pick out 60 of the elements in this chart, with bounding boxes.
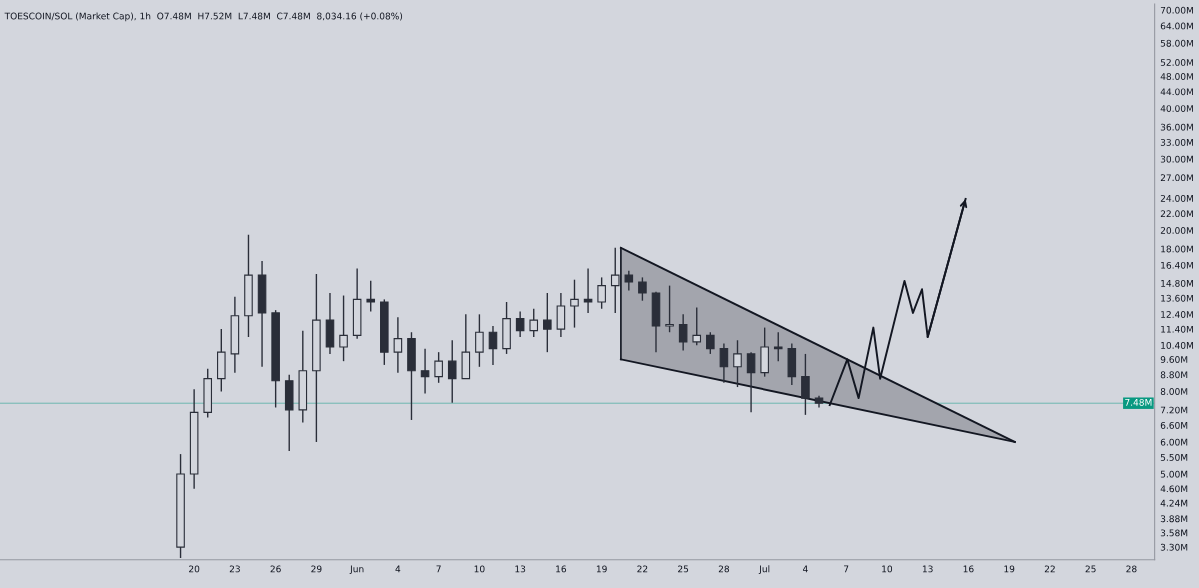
y-tick-label: 70.00M bbox=[1160, 6, 1193, 14]
y-tick-label: 8.80M bbox=[1160, 371, 1188, 379]
x-tick-label: 7 bbox=[844, 565, 849, 573]
x-tick-label: 10 bbox=[474, 565, 485, 573]
x-tick-label: 19 bbox=[596, 565, 607, 573]
x-tick-label: 19 bbox=[1004, 565, 1015, 573]
y-tick-label: 5.00M bbox=[1160, 470, 1188, 478]
y-tick-label: 58.00M bbox=[1160, 39, 1193, 47]
y-tick-label: 7.20M bbox=[1160, 406, 1188, 414]
x-tick-label: 25 bbox=[1085, 565, 1096, 573]
x-tick-label: 13 bbox=[515, 565, 526, 573]
x-tick-label: 13 bbox=[922, 565, 933, 573]
y-tick-label: 9.60M bbox=[1160, 356, 1188, 363]
y-tick-label: 22.00M bbox=[1160, 210, 1193, 218]
x-tick-label: 7 bbox=[436, 565, 441, 573]
y-tick-label: 12.40M bbox=[1161, 311, 1193, 318]
y-tick-label: 44.00M bbox=[1160, 88, 1193, 96]
x-tick-label: 16 bbox=[963, 565, 974, 573]
y-tick-label: 64.00M bbox=[1160, 22, 1193, 30]
y-tick-label: 3.88M bbox=[1160, 515, 1188, 523]
y-tick-label: 8.00M bbox=[1160, 388, 1188, 395]
x-tick-label: 22 bbox=[1044, 565, 1055, 573]
text: TOESCOIN/SOL (Market Cap), 1h O7.48M H7.52M L7.48M C7.48M 8,034.16 (+0.08%) bbox=[4, 12, 403, 22]
y-tick-label: 4.60M bbox=[1160, 485, 1188, 493]
y-tick-label: 27.00M bbox=[1160, 174, 1193, 182]
y-tick-label: 4.24M bbox=[1160, 499, 1188, 507]
y-tick-label: 18.00M bbox=[1161, 245, 1193, 253]
x-tick-label: Jul bbox=[758, 565, 770, 574]
x-tick-label: 4 bbox=[395, 565, 401, 573]
x-tick-label: 26 bbox=[270, 565, 281, 573]
x-tick-label: 20 bbox=[189, 565, 200, 573]
x-tick-label: 29 bbox=[311, 565, 322, 573]
y-tick-label: 14.80M bbox=[1161, 279, 1193, 287]
y-tick-label: 52.00M bbox=[1160, 59, 1193, 66]
y-tick-label: 11.40M bbox=[1161, 325, 1193, 333]
y-tick-label: 5.50M bbox=[1160, 453, 1188, 461]
x-tick-label: 28 bbox=[1126, 565, 1137, 573]
y-tick-label: 10.40M bbox=[1161, 341, 1193, 349]
y-tick-label: 40.00M bbox=[1160, 105, 1193, 112]
y-tick-label: 6.00M bbox=[1160, 438, 1188, 446]
x-tick-label: 22 bbox=[637, 565, 648, 573]
x-tick-label: Jun bbox=[349, 565, 364, 574]
y-tick-label: 30.00M bbox=[1160, 155, 1193, 163]
y-tick-label: 36.00M bbox=[1160, 123, 1193, 131]
x-tick-label: 28 bbox=[718, 565, 730, 573]
y-tick-label: 48.00M bbox=[1160, 73, 1193, 80]
y-tick-label: 24.00M bbox=[1160, 194, 1193, 202]
x-tick-label: 25 bbox=[678, 565, 689, 573]
x-tick-label: 4 bbox=[802, 565, 808, 573]
y-tick-label: 16.40M bbox=[1161, 261, 1193, 269]
y-tick-label: 20.00M bbox=[1160, 227, 1193, 234]
ref-line-label: 7.48M bbox=[1125, 399, 1152, 406]
y-tick-label: 3.58M bbox=[1160, 529, 1188, 537]
y-tick-label: 6.60M bbox=[1160, 421, 1188, 429]
x-tick-label: 10 bbox=[882, 565, 893, 573]
y-tick-label: 33.00M bbox=[1160, 138, 1193, 146]
x-tick-label: 23 bbox=[229, 565, 240, 573]
y-tick-label: 13.60M bbox=[1161, 294, 1193, 302]
y-tick-label: 3.30M bbox=[1160, 543, 1188, 551]
x-tick-label: 16 bbox=[556, 565, 567, 573]
